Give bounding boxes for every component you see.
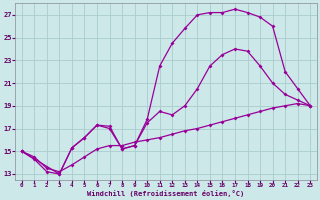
X-axis label: Windchill (Refroidissement éolien,°C): Windchill (Refroidissement éolien,°C) [87, 190, 244, 197]
